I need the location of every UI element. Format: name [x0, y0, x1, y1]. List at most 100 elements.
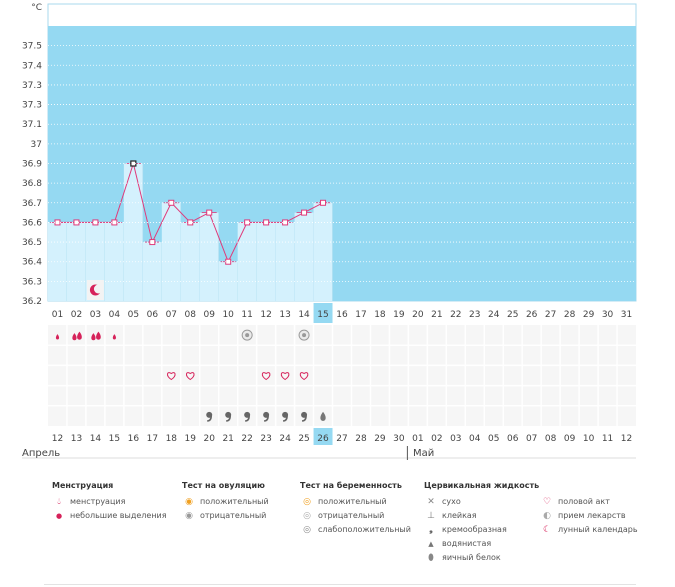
ovulation-negative-dot — [302, 333, 307, 338]
legend-cervical: Цервикальная жидкость ✕ сухо ⊥ клейкая ❟ кр… — [424, 481, 539, 565]
comma-tail — [264, 415, 269, 422]
unit-label: °C — [31, 3, 42, 13]
cycle-day-label: 07 — [166, 310, 177, 320]
y-tick-label: 36.6 — [22, 218, 42, 228]
y-tick-label: 36.3 — [22, 277, 42, 287]
heart-icon: ♡ — [542, 497, 552, 507]
comma-tail — [302, 415, 307, 422]
drop-icon: ⬮ — [428, 553, 434, 563]
month-label-may: Май — [413, 448, 435, 459]
legend-item: ▲ водянистая — [424, 537, 539, 551]
cycle-day-label: 18 — [374, 310, 386, 320]
legend-label: отрицательный — [200, 511, 267, 520]
legend-other: ♡ половой акт ◐ прием лекарств ☾ лунный кал… — [540, 495, 638, 537]
moon-icon-cutout — [93, 284, 103, 294]
date-label: 21 — [222, 434, 233, 444]
menstruation-icon — [77, 331, 82, 340]
cycle-day-label: 06 — [147, 310, 159, 320]
temp-point — [149, 239, 156, 246]
cycle-day-label: 23 — [469, 310, 480, 320]
cycle-day-label: 28 — [564, 310, 576, 320]
temp-point — [263, 219, 270, 226]
legend-label: небольшие выделения — [70, 511, 167, 520]
comma-tail — [283, 415, 288, 422]
temp-bar — [294, 212, 314, 301]
cycle-day-label: 10 — [222, 310, 234, 320]
legend-item: ● небольшие выделения — [52, 509, 167, 523]
legend-item: ◎ слабоположительный — [300, 523, 411, 537]
small-drop-icon: ● — [55, 512, 63, 520]
temp-bar — [123, 163, 143, 301]
legend-item: ✕ сухо — [424, 495, 539, 509]
date-label: 05 — [488, 434, 499, 444]
cycle-day-label: 02 — [71, 310, 82, 320]
comma-tail — [245, 415, 250, 422]
pregnancy-negative-icon: ◎ — [303, 511, 311, 521]
legend-label: прием лекарств — [558, 511, 626, 520]
cycle-day-label: 31 — [621, 310, 632, 320]
current-date-highlight — [313, 428, 333, 445]
cycle-day-label: 16 — [336, 310, 348, 320]
legend-item: ◎ отрицательный — [300, 509, 411, 523]
legend-label: отрицательный — [318, 511, 385, 520]
ovulation-negative-icon: ◉ — [185, 511, 193, 521]
date-label: 23 — [260, 434, 271, 444]
legend-label: положительный — [200, 497, 269, 506]
date-label: 09 — [564, 434, 576, 444]
heart-icon — [299, 372, 309, 381]
watery-icon — [320, 411, 326, 421]
symptom-rows — [48, 325, 636, 426]
legend-menstruation: Менструация 💧︎ менструация ● небольшие выд… — [52, 481, 167, 523]
heart-icon — [167, 372, 176, 381]
cycle-day-label: 08 — [185, 310, 197, 320]
heart-icon — [280, 372, 290, 381]
legend-label: положительный — [318, 497, 387, 506]
pill-icon: ◐ — [543, 511, 551, 521]
date-label: 16 — [128, 434, 140, 444]
date-label: 15 — [109, 434, 120, 444]
y-tick-label: 36.7 — [22, 199, 42, 209]
date-label: 02 — [431, 434, 442, 444]
date-label: 29 — [374, 434, 386, 444]
cross-icon: ✕ — [427, 497, 435, 507]
legend-label: половой акт — [558, 497, 610, 506]
current-day-highlight — [313, 303, 333, 323]
cycle-day-label: 05 — [128, 310, 139, 320]
y-tick-label: 37.4 — [22, 61, 42, 71]
date-label: 17 — [147, 434, 158, 444]
cycle-day-label: 11 — [241, 310, 252, 320]
legend-item: ◉ отрицательный — [182, 509, 269, 523]
date-label: 07 — [526, 434, 537, 444]
date-label: 01 — [412, 434, 423, 444]
y-tick-label: 37.5 — [22, 42, 42, 52]
date-label: 11 — [602, 434, 613, 444]
ovulation-positive-icon: ◉ — [185, 497, 193, 507]
ovulation-negative-dot — [245, 333, 250, 338]
light-spotting-icon — [55, 334, 60, 340]
temp-point — [244, 219, 251, 226]
cycle-day-label: 14 — [298, 310, 310, 320]
cycle-day-label: 01 — [52, 310, 63, 320]
comma-tail — [207, 415, 213, 422]
temp-bar — [142, 242, 162, 301]
legend-item: ◎ положительный — [300, 495, 411, 509]
temp-point — [320, 199, 327, 206]
date-label: 19 — [185, 434, 197, 444]
legend-item: ◉ положительный — [182, 495, 269, 509]
cycle-day-label: 30 — [602, 310, 614, 320]
cycle-day-label: 19 — [393, 310, 405, 320]
date-label: 18 — [166, 434, 178, 444]
legend-label: яичный белок — [442, 553, 501, 562]
drop-icon: ▲ — [428, 540, 434, 548]
y-tick-label: 36.9 — [22, 160, 42, 170]
cycle-day-label: 26 — [526, 310, 538, 320]
cycle-day-label: 12 — [260, 310, 271, 320]
date-label: 26 — [317, 434, 329, 444]
legend-label: водянистая — [442, 539, 492, 548]
date-label: 12 — [52, 434, 63, 444]
legend-ovulation: Тест на овуляцию ◉ положительный ◉ отрицат… — [182, 481, 269, 523]
comma-icon: ❟ — [429, 525, 433, 535]
menstruation-icon — [96, 331, 101, 340]
date-label: 06 — [507, 434, 519, 444]
legend-label: менструация — [70, 497, 126, 506]
